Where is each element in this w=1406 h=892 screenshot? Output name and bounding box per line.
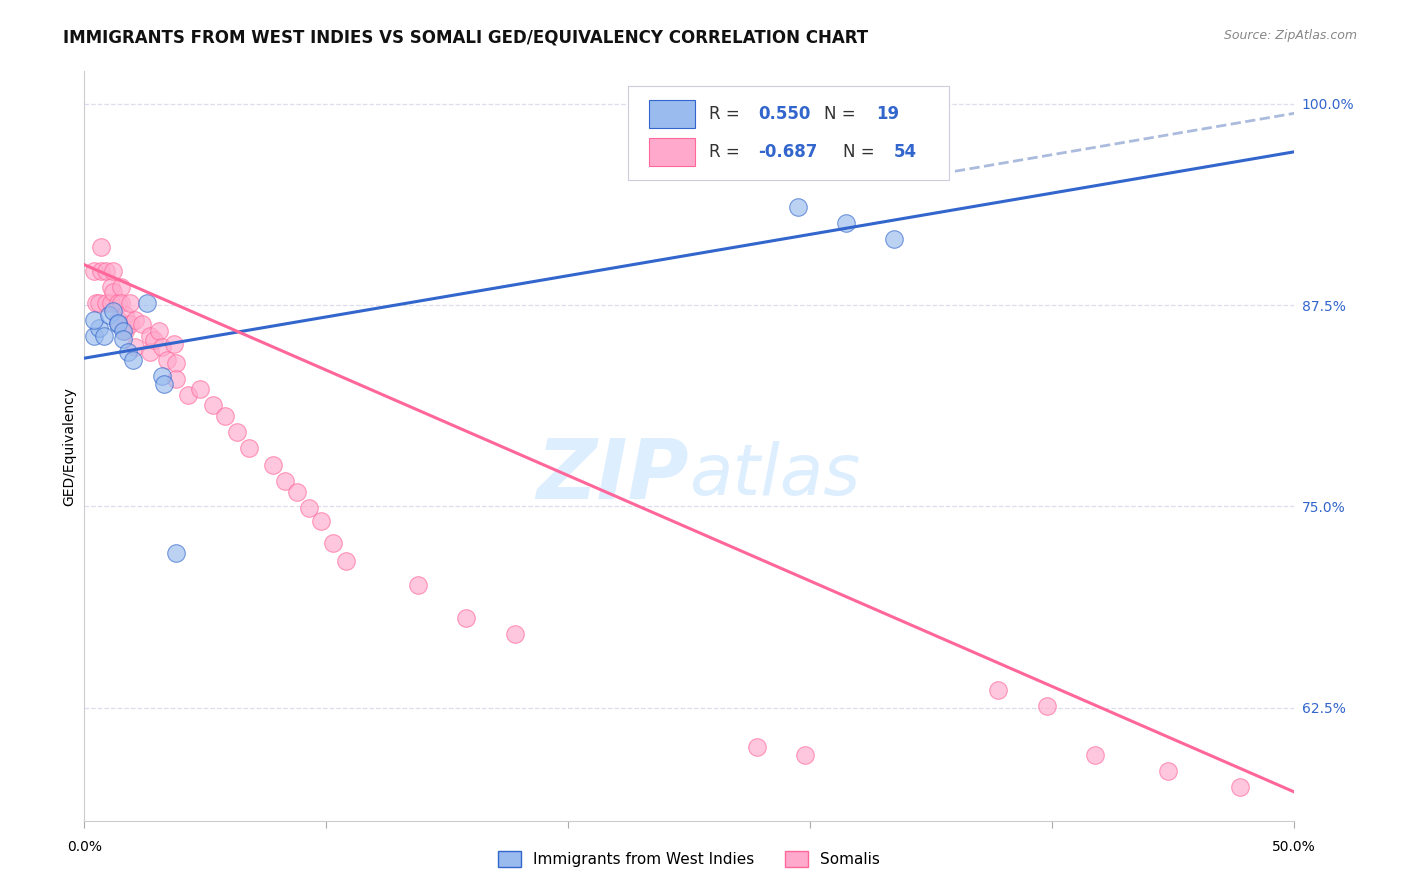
Point: [117, 344, 139, 359]
Point: [83, 328, 105, 343]
Point: [153, 376, 176, 391]
Point: [745, 739, 768, 754]
Point: [107, 296, 129, 310]
FancyBboxPatch shape: [650, 138, 695, 167]
Y-axis label: GED/Equivalency: GED/Equivalency: [62, 386, 76, 506]
Point: [165, 356, 187, 370]
Text: N =: N =: [842, 143, 879, 161]
Point: [124, 340, 146, 354]
Point: [110, 280, 132, 294]
Point: [214, 409, 236, 424]
Point: [835, 216, 858, 230]
Point: [298, 501, 321, 516]
Point: [120, 318, 142, 332]
Text: 0.0%: 0.0%: [67, 840, 101, 855]
Point: [87, 296, 110, 310]
Point: [90, 264, 112, 278]
Point: [112, 324, 135, 338]
Point: [86, 296, 108, 310]
Point: [238, 442, 260, 456]
Point: [103, 264, 125, 278]
Point: [1036, 699, 1059, 714]
Point: [136, 296, 159, 310]
Point: [794, 747, 817, 762]
Text: 50.0%: 50.0%: [1271, 840, 1316, 855]
Point: [225, 425, 247, 440]
Point: [100, 280, 122, 294]
Point: [114, 324, 136, 338]
Point: [148, 324, 170, 338]
FancyBboxPatch shape: [628, 87, 949, 180]
Point: [90, 240, 112, 254]
Point: [93, 328, 115, 343]
Text: R =: R =: [710, 143, 745, 161]
Point: [114, 308, 136, 322]
Point: [165, 372, 187, 386]
Point: [883, 232, 905, 246]
Point: [121, 352, 143, 367]
Point: [138, 328, 160, 343]
Point: [1229, 780, 1251, 794]
Point: [83, 264, 105, 278]
Point: [155, 352, 177, 367]
Point: [97, 308, 120, 322]
Point: [112, 332, 135, 346]
Point: [150, 340, 173, 354]
Point: [163, 336, 186, 351]
Point: [143, 334, 166, 348]
Point: [274, 474, 297, 488]
Point: [100, 296, 122, 310]
Point: [138, 344, 160, 359]
Point: [1157, 764, 1180, 778]
Point: [87, 320, 110, 334]
Point: [503, 626, 526, 640]
Point: [103, 304, 125, 318]
Point: [83, 312, 105, 326]
Point: [94, 264, 117, 278]
Point: [322, 536, 344, 550]
Point: [311, 514, 333, 528]
Point: [335, 554, 357, 568]
Point: [190, 382, 212, 396]
Legend: Immigrants from West Indies, Somalis: Immigrants from West Indies, Somalis: [492, 845, 886, 873]
Point: [201, 398, 224, 412]
Point: [786, 200, 808, 214]
Point: [1084, 747, 1107, 762]
Point: [177, 388, 200, 402]
FancyBboxPatch shape: [650, 100, 695, 128]
Point: [107, 316, 129, 330]
Point: [456, 610, 478, 624]
Point: [107, 318, 129, 332]
Point: [406, 578, 429, 592]
Point: [987, 683, 1010, 698]
Text: 0.550: 0.550: [758, 105, 810, 123]
Point: [110, 296, 132, 310]
Point: [120, 296, 142, 310]
Text: R =: R =: [710, 105, 745, 123]
Point: [131, 318, 153, 332]
Text: ZIP: ZIP: [536, 435, 689, 516]
Text: N =: N =: [824, 105, 862, 123]
Text: atlas: atlas: [689, 442, 860, 510]
Text: 19: 19: [876, 105, 900, 123]
Point: [94, 296, 117, 310]
Text: IMMIGRANTS FROM WEST INDIES VS SOMALI GED/EQUIVALENCY CORRELATION CHART: IMMIGRANTS FROM WEST INDIES VS SOMALI GE…: [63, 29, 869, 46]
Point: [165, 546, 187, 560]
Point: [107, 312, 129, 326]
Point: [124, 312, 146, 326]
Text: -0.687: -0.687: [758, 143, 817, 161]
Text: Source: ZipAtlas.com: Source: ZipAtlas.com: [1223, 29, 1357, 42]
Point: [103, 285, 125, 299]
Point: [262, 458, 284, 472]
Point: [150, 368, 173, 383]
Text: 54: 54: [893, 143, 917, 161]
Point: [285, 484, 308, 499]
